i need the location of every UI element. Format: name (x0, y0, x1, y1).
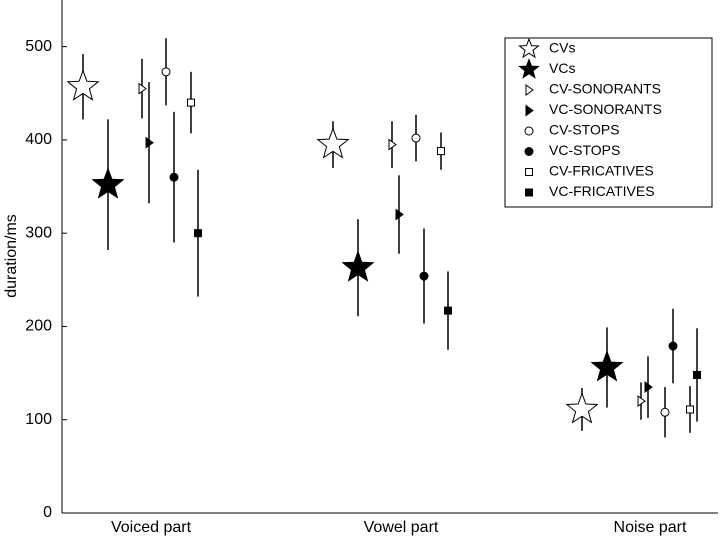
marker (169, 172, 179, 182)
marker (518, 37, 540, 59)
legend-label: VC-SONORANTS (549, 101, 662, 117)
marker (644, 381, 653, 394)
marker (437, 147, 445, 156)
marker (525, 84, 534, 96)
x-tick-label: Vowel part (364, 519, 439, 536)
y-tick-label: 100 (25, 411, 52, 428)
marker (161, 67, 171, 77)
marker (637, 395, 646, 408)
marker (187, 98, 195, 107)
y-tick-label: 0 (43, 504, 52, 521)
marker (668, 341, 678, 351)
marker (145, 136, 154, 149)
marker (525, 104, 534, 117)
legend-label: CV-STOPS (549, 122, 620, 138)
marker (565, 392, 599, 424)
x-tick-label: Noise part (614, 519, 687, 536)
marker (395, 208, 404, 221)
marker (518, 58, 540, 79)
legend-label: VCs (549, 60, 575, 76)
y-tick-label: 500 (25, 38, 52, 55)
marker (411, 133, 421, 143)
marker (316, 127, 350, 159)
marker (686, 405, 694, 414)
marker (341, 250, 375, 282)
legend-label: CVs (549, 40, 575, 56)
marker (419, 271, 429, 281)
marker (138, 82, 147, 95)
y-tick-label: 200 (25, 318, 52, 335)
marker (660, 407, 670, 417)
legend-label: CV-SONORANTS (549, 81, 661, 97)
marker (525, 188, 533, 197)
legend: CVs VCs CV-SONORANTS VC-SONORANTS CV-STOPS VC… (504, 37, 713, 208)
legend-label: VC-FRICATIVES (549, 183, 655, 199)
legend-label: VC-STOPS (549, 142, 620, 158)
legend-label: CV-FRICATIVES (549, 163, 654, 179)
y-axis-label: duration/ms (3, 214, 20, 298)
marker (444, 306, 452, 315)
y-tick-label: 400 (25, 131, 52, 148)
marker (66, 69, 100, 101)
marker (693, 370, 701, 379)
marker (524, 126, 534, 136)
x-tick-label: Voiced part (111, 519, 192, 536)
marker (91, 167, 125, 199)
marker (524, 147, 534, 156)
marker (388, 138, 397, 151)
y-tick-label: 300 (25, 224, 52, 241)
marker (194, 229, 202, 238)
marker (525, 168, 533, 176)
marker (590, 350, 624, 382)
